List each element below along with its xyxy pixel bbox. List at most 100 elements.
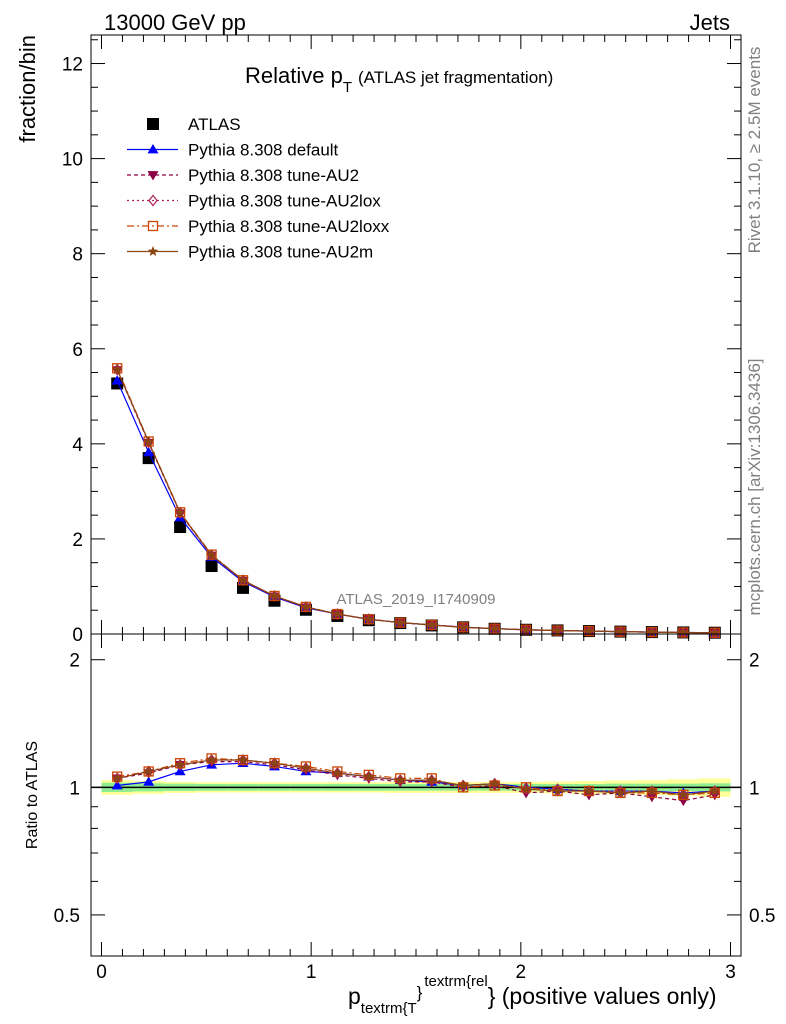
legend-label: Pythia 8.308 tune-AU2 (188, 166, 359, 185)
main-y-tick-label: 4 (72, 435, 83, 456)
ratio-data-point (520, 782, 532, 793)
ratio-data-point (489, 778, 500, 789)
main-title: Relative pT (ATLAS jet fragmentation) (245, 63, 553, 96)
ratio-data-point (300, 762, 312, 773)
main-data-point (111, 364, 123, 375)
ratio-data-point (552, 785, 563, 796)
ratio-data-point (583, 785, 595, 796)
mcplots-label: mcplots.cern.ch [arXiv:1306.3436] (745, 358, 764, 615)
ratio-data-point (677, 796, 689, 807)
legend-item: Pythia 8.308 default (127, 141, 339, 160)
main-data-point (489, 623, 500, 634)
main-title-rest: (ATLAS jet fragmentation) (358, 68, 553, 87)
legend-item: Pythia 8.308 tune-AU2m (127, 243, 373, 262)
ratio-series-line (117, 757, 715, 796)
main-data-point (678, 626, 689, 637)
legend-item: Pythia 8.308 tune-AU2lox (127, 192, 381, 211)
legend-marker (147, 171, 159, 181)
main-y-label: fraction/bin (15, 35, 40, 143)
main-data-point (395, 617, 406, 628)
ratio-data-point (332, 767, 343, 778)
main-title-text: Relative p (245, 63, 343, 88)
x-label-sup1: } (417, 983, 423, 1002)
ratio-data-point (457, 779, 469, 790)
legend-label: Pythia 8.308 default (188, 141, 339, 160)
main-y-tick-label: 0 (72, 625, 83, 646)
main-data-point (143, 446, 155, 457)
header-left-title: 13000 GeV pp (104, 10, 246, 35)
main-data-point (583, 625, 595, 636)
x-label-rest: } (positive values only) (488, 983, 717, 1009)
ratio-panel: 0.5 0.5 1 1 2 2 0 1 2 3 Ratio to ATLAS ptextrm{T… (24, 633, 776, 1017)
legend-label: Pythia 8.308 tune-AU2m (188, 243, 373, 262)
main-series-group (111, 363, 721, 639)
main-y-tick-label: 8 (72, 245, 83, 266)
ratio-y-tick-label: 0.5 (54, 906, 80, 927)
x-tick-label: 3 (725, 962, 736, 983)
main-y-tick-label: 10 (62, 150, 83, 171)
main-title-subscript: T (343, 79, 352, 96)
ratio-data-point (269, 757, 280, 768)
main-data-point (269, 590, 280, 601)
main-data-point (205, 560, 218, 573)
ratio-data-point (395, 774, 406, 785)
main-series-line (116, 369, 715, 634)
ratio-data-point (615, 785, 626, 798)
main-data-point (300, 601, 312, 612)
ratio-data-point (111, 772, 123, 783)
main-panel: 0 2 4 6 8 10 12 fraction/bin Relative pT (ATLAS… (15, 34, 742, 646)
ratio-series-line (117, 759, 715, 796)
ratio-data-point (206, 754, 217, 765)
ratio-data-point (678, 789, 689, 800)
ratio-data-point (615, 787, 626, 798)
legend-marker (148, 194, 158, 207)
legend-item: ATLAS (147, 115, 241, 134)
main-data-point (111, 375, 123, 385)
ratio-series-line (117, 760, 715, 802)
ratio-data-point (363, 771, 375, 782)
ratio-data-point (111, 779, 123, 790)
ratio-y-axis: 0.5 0.5 1 1 2 2 (54, 651, 776, 927)
main-data-point (174, 521, 187, 534)
main-y-tick-label: 6 (72, 340, 83, 361)
analysis-watermark: ATLAS_2019_I1740909 (336, 591, 495, 608)
main-data-point (143, 436, 154, 447)
legend: ATLAS Pythia 8.308 default Pythia 8.308 tu… (127, 115, 390, 262)
ratio-data-point (174, 759, 186, 770)
x-tick-label: 1 (306, 962, 317, 983)
main-data-point (615, 626, 626, 637)
main-y-axis: 0 2 4 6 8 10 12 (62, 39, 741, 646)
ratio-data-point (709, 785, 721, 796)
ratio-data-point (143, 765, 154, 776)
main-data-point (206, 549, 217, 560)
main-data-point (552, 624, 563, 635)
ratio-frame (90, 633, 742, 957)
ratio-data-point (426, 774, 437, 785)
main-data-point (426, 619, 437, 630)
ratio-y-tick-label-right: 2 (749, 651, 760, 672)
ratio-data-point (520, 783, 532, 794)
legend-marker (147, 118, 159, 130)
legend-marker (147, 246, 159, 256)
legend-item: Pythia 8.308 tune-AU2 (127, 166, 359, 185)
ratio-data-point (426, 773, 437, 784)
main-data-point (709, 627, 721, 638)
ratio-y-tick-label-right: 0.5 (749, 906, 775, 927)
main-data-point (520, 624, 532, 635)
ratio-y-tick-label-right: 1 (749, 778, 760, 799)
main-data-point (237, 574, 249, 585)
main-series-5 (111, 364, 721, 638)
rivet-label: Rivet 3.1.10, ≥ 2.5M events (745, 47, 764, 254)
main-data-point (646, 626, 658, 637)
main-y-tick-label: 2 (72, 530, 83, 551)
x-tick-label: 2 (516, 962, 527, 983)
ratio-series-group (111, 753, 721, 807)
legend-label: ATLAS (188, 115, 241, 134)
main-data-point (363, 613, 375, 624)
x-label-main: p (348, 983, 361, 1009)
main-data-point (332, 608, 343, 619)
legend-marker (147, 220, 159, 232)
ratio-data-point (395, 773, 406, 784)
x-tick-label: 0 (96, 962, 107, 983)
main-data-point (457, 621, 469, 632)
